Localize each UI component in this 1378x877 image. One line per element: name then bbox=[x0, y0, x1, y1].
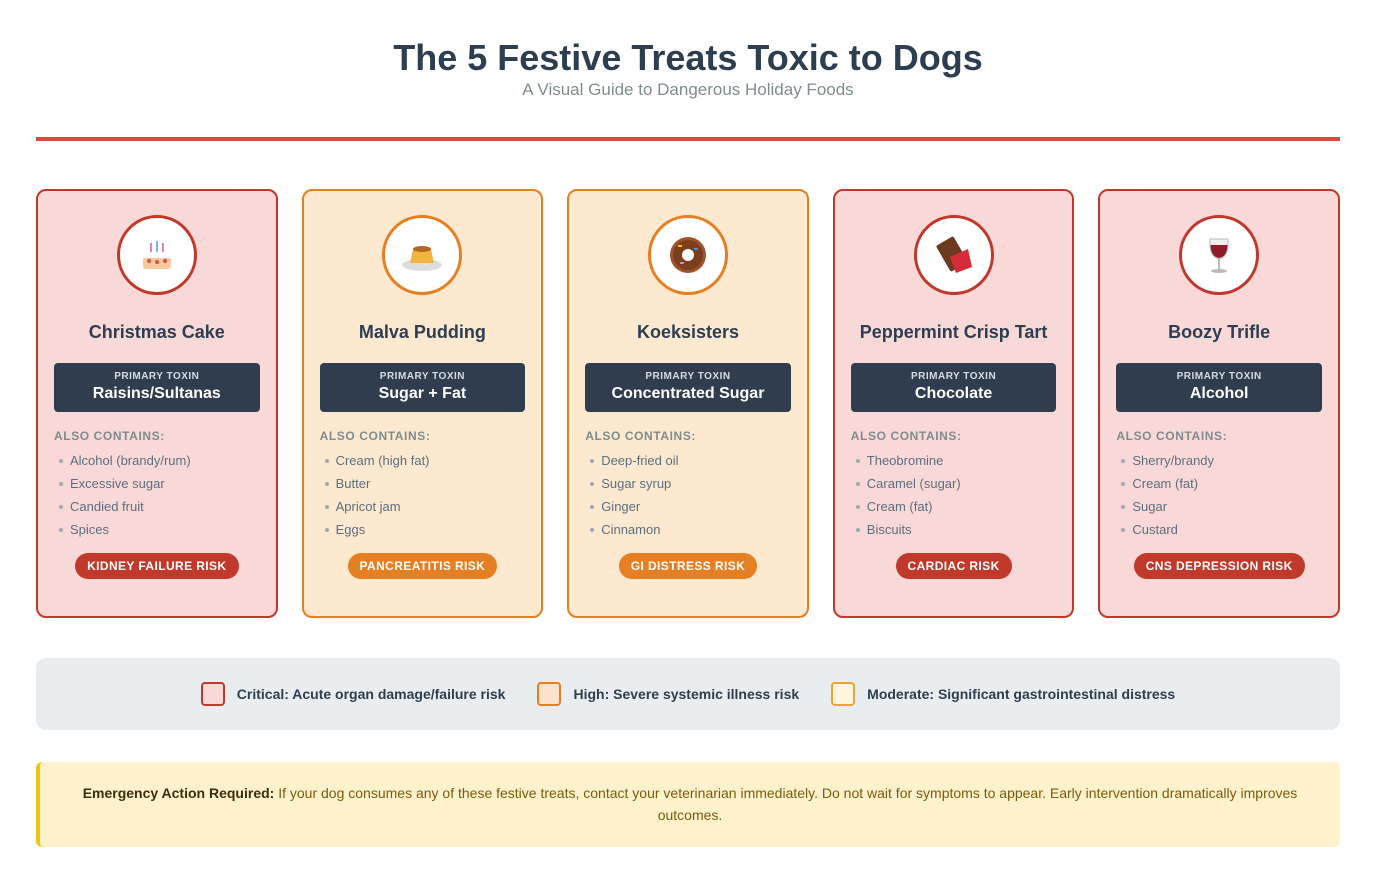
icon-graphic bbox=[1209, 238, 1229, 273]
emergency-text: If your dog consumes any of these festiv… bbox=[278, 785, 1298, 823]
legend-swatch bbox=[537, 682, 562, 706]
card: Boozy Trifle PRIMARY TOXIN Alcohol ALSO CON… bbox=[1098, 189, 1340, 618]
also-item: Cinnamon bbox=[585, 521, 791, 544]
card-name: Peppermint Crisp Tart bbox=[859, 322, 1048, 342]
also-item: Cream (fat) bbox=[851, 498, 1057, 521]
toxin-box: PRIMARY TOXIN Concentrated Sugar bbox=[585, 363, 791, 412]
toxin-label: PRIMARY TOXIN bbox=[645, 371, 731, 382]
icon-graphic bbox=[402, 246, 443, 271]
toxin-label: PRIMARY TOXIN bbox=[114, 371, 200, 382]
toxin-value: Sugar + Fat bbox=[378, 385, 467, 402]
risk-badge: CARDIAC RISK bbox=[895, 553, 1012, 579]
legend: Critical: Acute organ damage/failure ris… bbox=[36, 658, 1340, 730]
legend-item: High: Severe systemic illness risk bbox=[537, 682, 799, 706]
icon-graphic bbox=[669, 237, 706, 273]
icon-graphic bbox=[936, 236, 972, 273]
icon-graphic bbox=[142, 241, 171, 269]
divider bbox=[36, 137, 1340, 141]
also-item: Cream (fat) bbox=[1116, 475, 1322, 498]
card: Christmas Cake PRIMARY TOXIN Raisins/Sulta… bbox=[36, 189, 278, 618]
legend-label: Moderate: Significant gastrointestinal d… bbox=[867, 686, 1176, 702]
toxin-label: PRIMARY TOXIN bbox=[1176, 371, 1262, 382]
icon bbox=[382, 215, 463, 295]
toxin-box: PRIMARY TOXIN Raisins/Sultanas bbox=[54, 363, 260, 412]
toxin-value: Raisins/Sultanas bbox=[92, 385, 221, 402]
card-name: Malva Pudding bbox=[358, 322, 486, 342]
also-list: Alcohol (brandy/rum) Excessive sugar Candi… bbox=[54, 452, 260, 544]
also-item: Cream (high fat) bbox=[320, 452, 526, 475]
also-item: Deep-fried oil bbox=[585, 452, 791, 475]
also-item: Sherry/brandy bbox=[1116, 452, 1322, 475]
icon bbox=[647, 215, 728, 295]
icon bbox=[1179, 215, 1260, 295]
legend-item: Critical: Acute organ damage/failure ris… bbox=[200, 682, 506, 706]
cards: Christmas Cake PRIMARY TOXIN Raisins/Sulta… bbox=[36, 189, 1340, 618]
risk-badge: CNS DEPRESSION RISK bbox=[1133, 553, 1305, 579]
toxin-label: PRIMARY TOXIN bbox=[379, 371, 465, 382]
also-item: Custard bbox=[1116, 521, 1322, 544]
also-item: Excessive sugar bbox=[54, 475, 260, 498]
also-item: Butter bbox=[320, 475, 526, 498]
also-label: ALSO CONTAINS: bbox=[319, 429, 431, 443]
also-list: Sherry/brandy Cream (fat) Sugar Custard bbox=[1116, 452, 1322, 544]
legend-label: High: Severe systemic illness risk bbox=[573, 686, 800, 702]
card: Koeksisters PRIMARY TOXIN Concentrated Sug… bbox=[567, 189, 809, 618]
icon bbox=[913, 215, 994, 295]
toxin-label: PRIMARY TOXIN bbox=[910, 371, 997, 382]
also-item: Sugar bbox=[1116, 498, 1322, 521]
also-item: Theobromine bbox=[851, 452, 1057, 475]
risk-badge: KIDNEY FAILURE RISK bbox=[75, 553, 239, 579]
also-item: Candied fruit bbox=[54, 498, 260, 521]
toxin-value: Chocolate bbox=[914, 385, 993, 402]
also-item: Caramel (sugar) bbox=[851, 475, 1057, 498]
card-name: Boozy Trifle bbox=[1168, 322, 1271, 342]
legend-label: Critical: Acute organ damage/failure ris… bbox=[236, 686, 506, 702]
toxin-value: Concentrated Sugar bbox=[611, 385, 765, 402]
card-name: Christmas Cake bbox=[88, 322, 225, 342]
also-label: ALSO CONTAINS: bbox=[585, 429, 697, 443]
icon bbox=[116, 215, 197, 295]
also-list: Cream (high fat) Butter Apricot jam Eggs bbox=[320, 452, 526, 544]
also-list: Deep-fried oil Sugar syrup Ginger Cinnamon bbox=[585, 452, 791, 544]
risk-badge: GI DISTRESS RISK bbox=[618, 553, 758, 579]
emergency-box: Emergency Action Required: If your dog c… bbox=[36, 762, 1340, 847]
toxin-box: PRIMARY TOXIN Chocolate bbox=[850, 363, 1057, 412]
emergency-label: Emergency Action Required: bbox=[82, 785, 275, 801]
card: Peppermint Crisp Tart PRIMARY TOXIN Chocol… bbox=[832, 189, 1075, 618]
legend-item: Moderate: Significant gastrointestinal d… bbox=[831, 682, 1175, 706]
also-item: Apricot jam bbox=[320, 498, 526, 521]
also-item: Ginger bbox=[585, 498, 791, 521]
also-item: Eggs bbox=[320, 521, 526, 544]
risk-badge: PANCREATITIS RISK bbox=[347, 553, 498, 579]
also-label: ALSO CONTAINS: bbox=[54, 429, 165, 443]
also-item: Spices bbox=[54, 521, 260, 544]
also-list: Theobromine Caramel (sugar) Cream (fat) Bis… bbox=[851, 452, 1057, 544]
toxin-box: PRIMARY TOXIN Alcohol bbox=[1116, 363, 1322, 412]
also-label: ALSO CONTAINS: bbox=[850, 429, 962, 443]
also-item: Sugar syrup bbox=[585, 475, 791, 498]
subtitle: A Visual Guide to Dangerous Holiday Food… bbox=[522, 80, 854, 99]
container: The 5 Festive Treats Toxic to Dogs A Vis… bbox=[36, 37, 1340, 847]
toxin-value: Alcohol bbox=[1189, 385, 1249, 402]
card: Malva Pudding PRIMARY TOXIN Sugar + Fat ALS… bbox=[301, 189, 544, 618]
also-item: Biscuits bbox=[851, 521, 1057, 544]
also-label: ALSO CONTAINS: bbox=[1116, 429, 1228, 443]
title: The 5 Festive Treats Toxic to Dogs bbox=[393, 37, 983, 78]
toxin-box: PRIMARY TOXIN Sugar + Fat bbox=[319, 363, 526, 412]
also-item: Alcohol (brandy/rum) bbox=[54, 452, 260, 475]
legend-swatch bbox=[831, 682, 856, 706]
legend-swatch bbox=[200, 682, 225, 706]
card-name: Koeksisters bbox=[636, 322, 740, 342]
